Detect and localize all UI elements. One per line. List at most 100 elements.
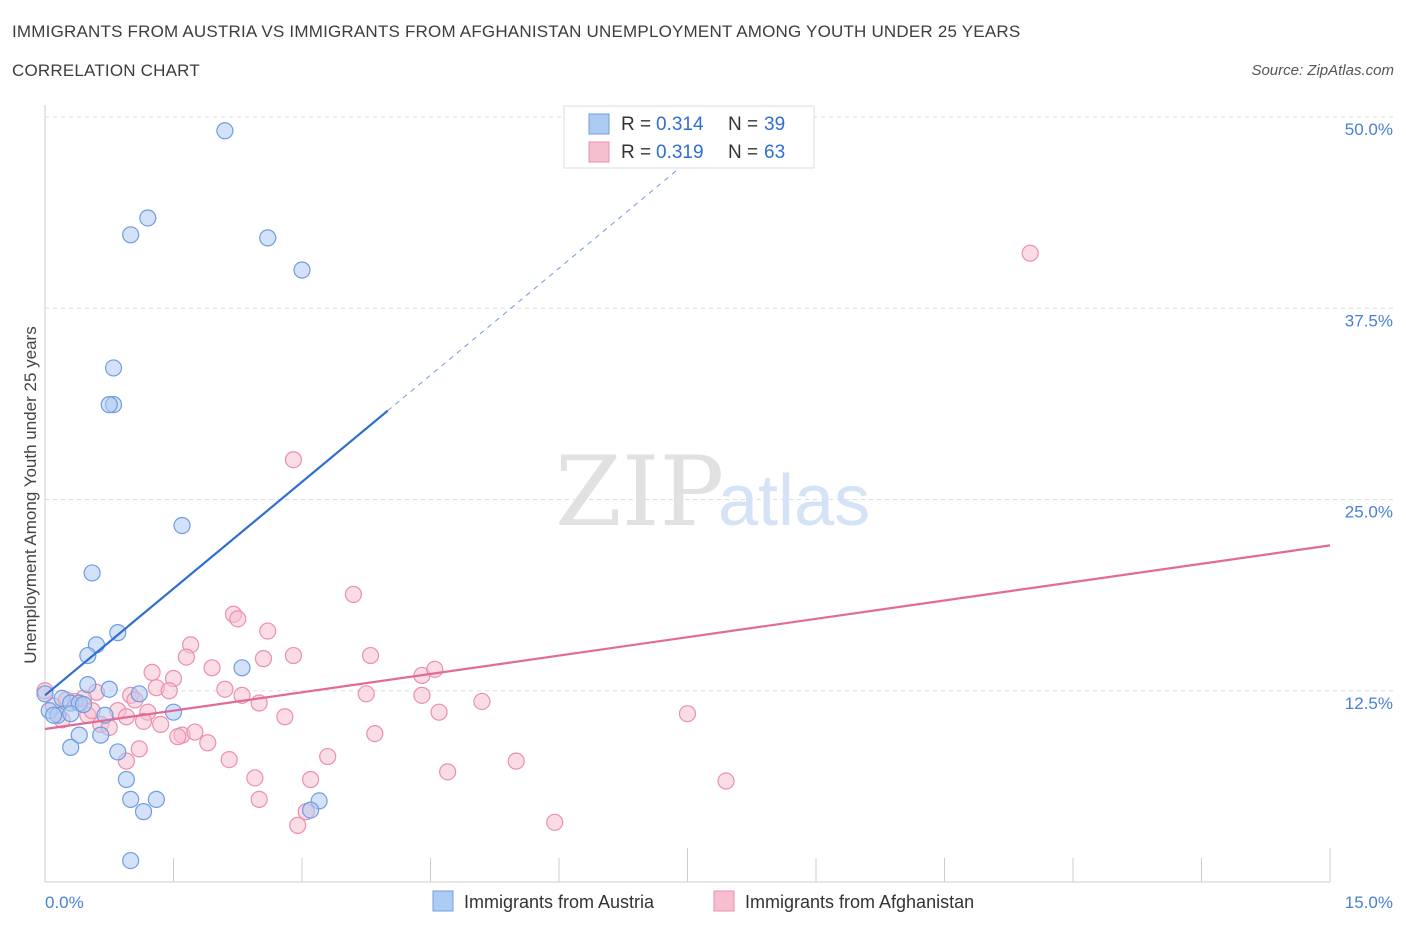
- afghanistan-point: [430, 703, 448, 721]
- x-tick-label: 15.0%: [1345, 893, 1393, 912]
- legend-r-value-afghanistan: 0.319: [656, 142, 704, 163]
- afghanistan-point: [344, 585, 362, 603]
- austria-point: [109, 624, 127, 642]
- afghanistan-point: [289, 816, 307, 834]
- afghanistan-point: [284, 646, 303, 665]
- afghanistan-point: [186, 723, 204, 741]
- afghanistan-point: [301, 770, 320, 789]
- bottom-legend: Immigrants from Austria Immigrants from …: [432, 890, 974, 912]
- watermark-zip: ZIP: [555, 436, 724, 548]
- grid-lines: [45, 116, 1395, 692]
- austria-point: [104, 359, 123, 377]
- watermark: ZIP atlas: [555, 436, 870, 548]
- austria-point: [109, 743, 127, 761]
- austria-trend-line: [44, 409, 389, 697]
- austria-point: [301, 801, 320, 819]
- legend-n-value-austria: 39: [764, 114, 785, 135]
- afghanistan-point: [220, 750, 238, 769]
- legend-n-label-afghanistan: N =: [728, 142, 758, 163]
- austria-point: [130, 685, 148, 703]
- austria-point: [173, 516, 191, 535]
- legend-r-label-afghanistan: R =: [621, 142, 651, 163]
- bottom-legend-swatch-afghanistan: [713, 890, 735, 912]
- legend-swatch-afghanistan: [588, 141, 610, 163]
- afghanistan-point: [546, 813, 564, 831]
- legend-n-value-afghanistan: 63: [764, 142, 785, 163]
- austria-point: [122, 790, 140, 808]
- afghanistan-point: [473, 692, 491, 711]
- afghanistan-point: [229, 610, 247, 628]
- afghanistan-point: [717, 772, 735, 790]
- afghanistan-trend-line: [44, 544, 1331, 731]
- afghanistan-point: [203, 659, 221, 677]
- afghanistan-point: [177, 648, 195, 666]
- austria-point: [134, 803, 153, 821]
- austria-point: [100, 396, 118, 414]
- austria-point: [62, 738, 80, 756]
- afghanistan-point: [169, 728, 187, 746]
- austria-points: [36, 122, 328, 870]
- legend-swatch-austria: [588, 113, 610, 135]
- y-axis-label: Unemployment Among Youth under 25 years: [21, 326, 40, 663]
- austria-point: [117, 770, 135, 789]
- austria-point: [122, 226, 140, 244]
- austria-trend-extension: [387, 139, 714, 412]
- y-tick-label: 50.0%: [1345, 120, 1393, 139]
- afghanistan-point: [413, 686, 431, 704]
- afghanistan-point: [439, 763, 457, 781]
- afghanistan-point: [199, 734, 217, 752]
- bottom-legend-afghanistan: Immigrants from Afghanistan: [745, 892, 974, 912]
- afghanistan-point: [276, 708, 294, 726]
- axes: [44, 105, 1331, 883]
- y-tick-label: 37.5%: [1345, 311, 1393, 330]
- austria-point: [70, 726, 88, 744]
- afghanistan-point: [361, 646, 380, 665]
- bottom-legend-swatch-austria: [432, 890, 454, 912]
- afghanistan-point: [357, 685, 375, 703]
- afghanistan-point: [254, 650, 273, 668]
- source-label: Source: ZipAtlas.com: [1251, 62, 1394, 79]
- legend-r-value-austria: 0.314: [656, 114, 704, 135]
- afghanistan-points: [36, 244, 1039, 834]
- top-legend: R = 0.314 N = 39 R = 0.319 N = 63: [563, 105, 815, 169]
- austria-point: [233, 659, 251, 677]
- chart-subtitle: CORRELATION CHART: [12, 61, 200, 80]
- afghanistan-point: [143, 663, 161, 681]
- afghanistan-point: [259, 622, 277, 640]
- afghanistan-point: [152, 715, 170, 734]
- austria-point: [92, 726, 110, 744]
- afghanistan-point: [134, 712, 153, 730]
- chart-title: IMMIGRANTS FROM AUSTRIA VS IMMIGRANTS FR…: [12, 22, 1021, 41]
- legend-r-label-austria: R =: [621, 114, 651, 135]
- austria-point: [100, 680, 118, 698]
- afghanistan-point: [284, 451, 303, 469]
- austria-point: [147, 790, 165, 808]
- austria-point: [62, 705, 80, 723]
- austria-point: [74, 695, 93, 714]
- x-tick-label: 0.0%: [45, 893, 84, 912]
- austria-point: [122, 851, 140, 870]
- austria-point: [79, 676, 97, 694]
- afghanistan-point: [250, 790, 268, 808]
- afghanistan-point: [160, 682, 178, 700]
- afghanistan-point: [678, 705, 697, 723]
- afghanistan-point: [130, 740, 148, 758]
- trend-lines: [44, 139, 1331, 731]
- afghanistan-point: [1021, 244, 1039, 262]
- y-tick-label: 25.0%: [1345, 503, 1393, 522]
- afghanistan-point: [246, 769, 264, 787]
- austria-point: [36, 685, 54, 703]
- afghanistan-point: [507, 752, 525, 770]
- austria-point: [216, 122, 234, 140]
- austria-point: [139, 209, 157, 227]
- afghanistan-point: [366, 724, 384, 743]
- austria-point: [83, 564, 101, 582]
- austria-point: [259, 229, 277, 247]
- afghanistan-point: [319, 747, 337, 766]
- y-tick-labels: 12.5% 25.0% 37.5% 50.0%: [1345, 120, 1393, 713]
- austria-point: [79, 646, 97, 665]
- legend-n-label-austria: N =: [728, 114, 758, 135]
- bottom-legend-austria: Immigrants from Austria: [464, 892, 655, 912]
- x-tick-labels: 0.0% 15.0%: [45, 893, 1393, 912]
